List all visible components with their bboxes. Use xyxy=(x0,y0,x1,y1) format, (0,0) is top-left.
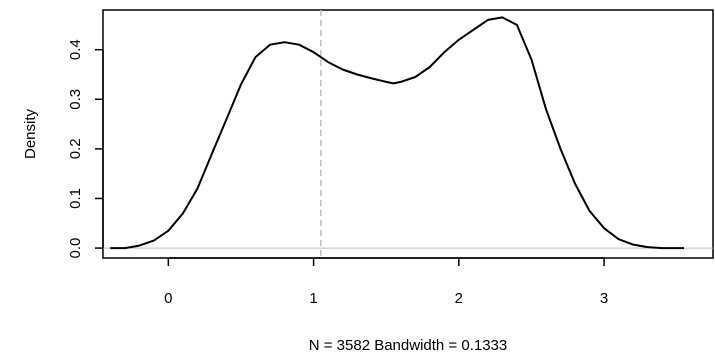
y-axis: 0.0 0.1 0.2 0.3 0.4 xyxy=(67,39,104,259)
y-tick-label: 0.0 xyxy=(67,238,84,259)
plot-frame xyxy=(102,9,714,259)
x-tick-label: 0 xyxy=(164,290,172,307)
x-axis-label: N = 3582 Bandwidth = 0.1333 xyxy=(309,337,508,354)
series-layer xyxy=(110,16,684,250)
x-axis: 0 1 2 3 xyxy=(164,257,608,307)
density-curve xyxy=(110,16,684,250)
y-tick-label: 0.2 xyxy=(67,138,84,159)
reference-lines xyxy=(103,10,713,258)
y-tick-label: 0.3 xyxy=(67,89,84,110)
x-tick-label: 2 xyxy=(455,290,463,307)
x-tick-label: 3 xyxy=(600,290,608,307)
y-axis-label: Density xyxy=(22,108,39,159)
y-tick-label: 0.4 xyxy=(67,39,84,60)
x-tick-label: 1 xyxy=(309,290,317,307)
y-tick-label: 0.1 xyxy=(67,188,84,209)
